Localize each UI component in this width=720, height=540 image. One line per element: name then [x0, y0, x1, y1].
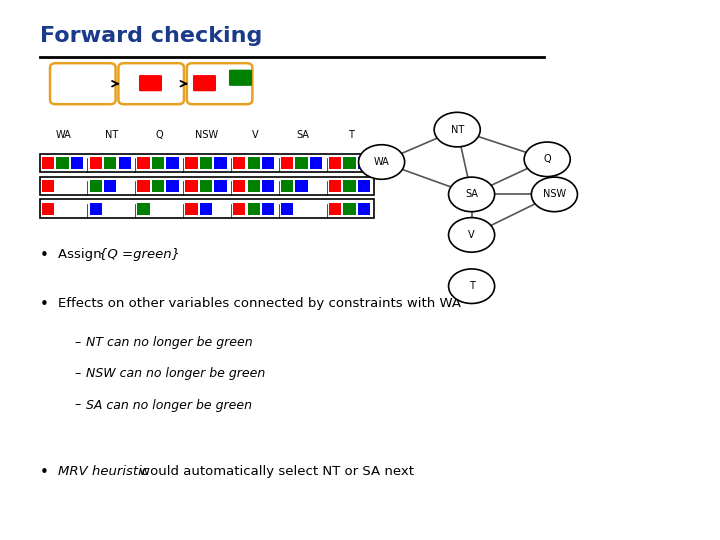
Text: NSW: NSW	[195, 130, 219, 140]
Bar	[358, 157, 370, 169]
Bar	[248, 202, 260, 214]
Bar	[329, 202, 341, 214]
FancyBboxPatch shape	[40, 177, 374, 195]
FancyBboxPatch shape	[229, 70, 252, 86]
Text: would automatically select NT or SA next: would automatically select NT or SA next	[135, 465, 415, 478]
Text: –: –	[74, 336, 81, 349]
Text: WA: WA	[374, 157, 390, 167]
Text: NT: NT	[104, 130, 118, 140]
Bar	[233, 202, 246, 214]
Bar	[358, 180, 370, 192]
Circle shape	[449, 218, 495, 252]
Bar	[138, 157, 150, 169]
Text: •: •	[40, 465, 48, 480]
Bar	[152, 180, 164, 192]
Bar	[295, 157, 307, 169]
Bar	[185, 157, 197, 169]
Bar	[104, 180, 117, 192]
Circle shape	[449, 269, 495, 303]
Bar	[248, 157, 260, 169]
Text: V: V	[468, 230, 475, 240]
Bar	[310, 157, 323, 169]
FancyBboxPatch shape	[139, 75, 162, 91]
Text: NSW: NSW	[543, 190, 566, 199]
Bar	[166, 157, 179, 169]
Bar	[233, 157, 246, 169]
Text: •: •	[40, 248, 48, 264]
Bar	[248, 180, 260, 192]
Bar	[152, 157, 164, 169]
Bar	[71, 157, 83, 169]
Bar	[329, 180, 341, 192]
Text: Q: Q	[156, 130, 163, 140]
Bar	[262, 180, 274, 192]
Bar	[89, 157, 102, 169]
Text: SA can no longer be green: SA can no longer be green	[86, 399, 253, 411]
Bar	[329, 157, 341, 169]
Text: T: T	[348, 130, 354, 140]
Bar	[42, 157, 54, 169]
Bar	[262, 202, 274, 214]
Bar	[89, 202, 102, 214]
FancyBboxPatch shape	[193, 75, 216, 91]
Bar	[56, 157, 68, 169]
Bar	[358, 202, 370, 214]
Bar	[281, 180, 293, 192]
Text: •: •	[40, 297, 48, 312]
Bar	[295, 180, 307, 192]
Circle shape	[359, 145, 405, 179]
Bar	[199, 157, 212, 169]
FancyBboxPatch shape	[187, 63, 253, 104]
Bar	[185, 202, 197, 214]
Bar	[42, 202, 54, 214]
Bar	[215, 157, 227, 169]
Text: NT can no longer be green: NT can no longer be green	[86, 336, 253, 349]
FancyBboxPatch shape	[50, 63, 115, 104]
Bar	[343, 202, 356, 214]
Text: –: –	[74, 399, 81, 411]
Bar	[343, 180, 356, 192]
Bar	[89, 180, 102, 192]
Text: Effects on other variables connected by constraints with WA: Effects on other variables connected by …	[58, 297, 461, 310]
FancyBboxPatch shape	[40, 199, 374, 218]
Bar	[215, 180, 227, 192]
Text: WA: WA	[55, 130, 71, 140]
Text: {Q =green}: {Q =green}	[99, 248, 181, 261]
Text: V: V	[251, 130, 258, 140]
Text: NT: NT	[451, 125, 464, 134]
Bar	[262, 157, 274, 169]
Bar	[138, 202, 150, 214]
Bar	[42, 180, 54, 192]
Bar	[281, 157, 293, 169]
Text: Assign: Assign	[58, 248, 105, 261]
Circle shape	[531, 177, 577, 212]
FancyBboxPatch shape	[118, 63, 184, 104]
Circle shape	[449, 177, 495, 212]
Text: T: T	[469, 281, 474, 291]
Circle shape	[524, 142, 570, 177]
Circle shape	[434, 112, 480, 147]
Text: –: –	[74, 367, 81, 380]
Text: Q: Q	[544, 154, 551, 164]
Bar	[185, 180, 197, 192]
Bar	[233, 180, 246, 192]
Text: SA: SA	[465, 190, 478, 199]
FancyBboxPatch shape	[40, 154, 374, 172]
Bar	[138, 180, 150, 192]
Bar	[343, 157, 356, 169]
Text: NSW can no longer be green: NSW can no longer be green	[86, 367, 266, 380]
Bar	[166, 180, 179, 192]
Bar	[119, 157, 131, 169]
Bar	[199, 180, 212, 192]
Bar	[104, 157, 117, 169]
Bar	[199, 202, 212, 214]
Text: SA: SA	[296, 130, 309, 140]
Bar	[281, 202, 293, 214]
Text: MRV heuristic: MRV heuristic	[58, 465, 148, 478]
Text: Forward checking: Forward checking	[40, 26, 262, 46]
